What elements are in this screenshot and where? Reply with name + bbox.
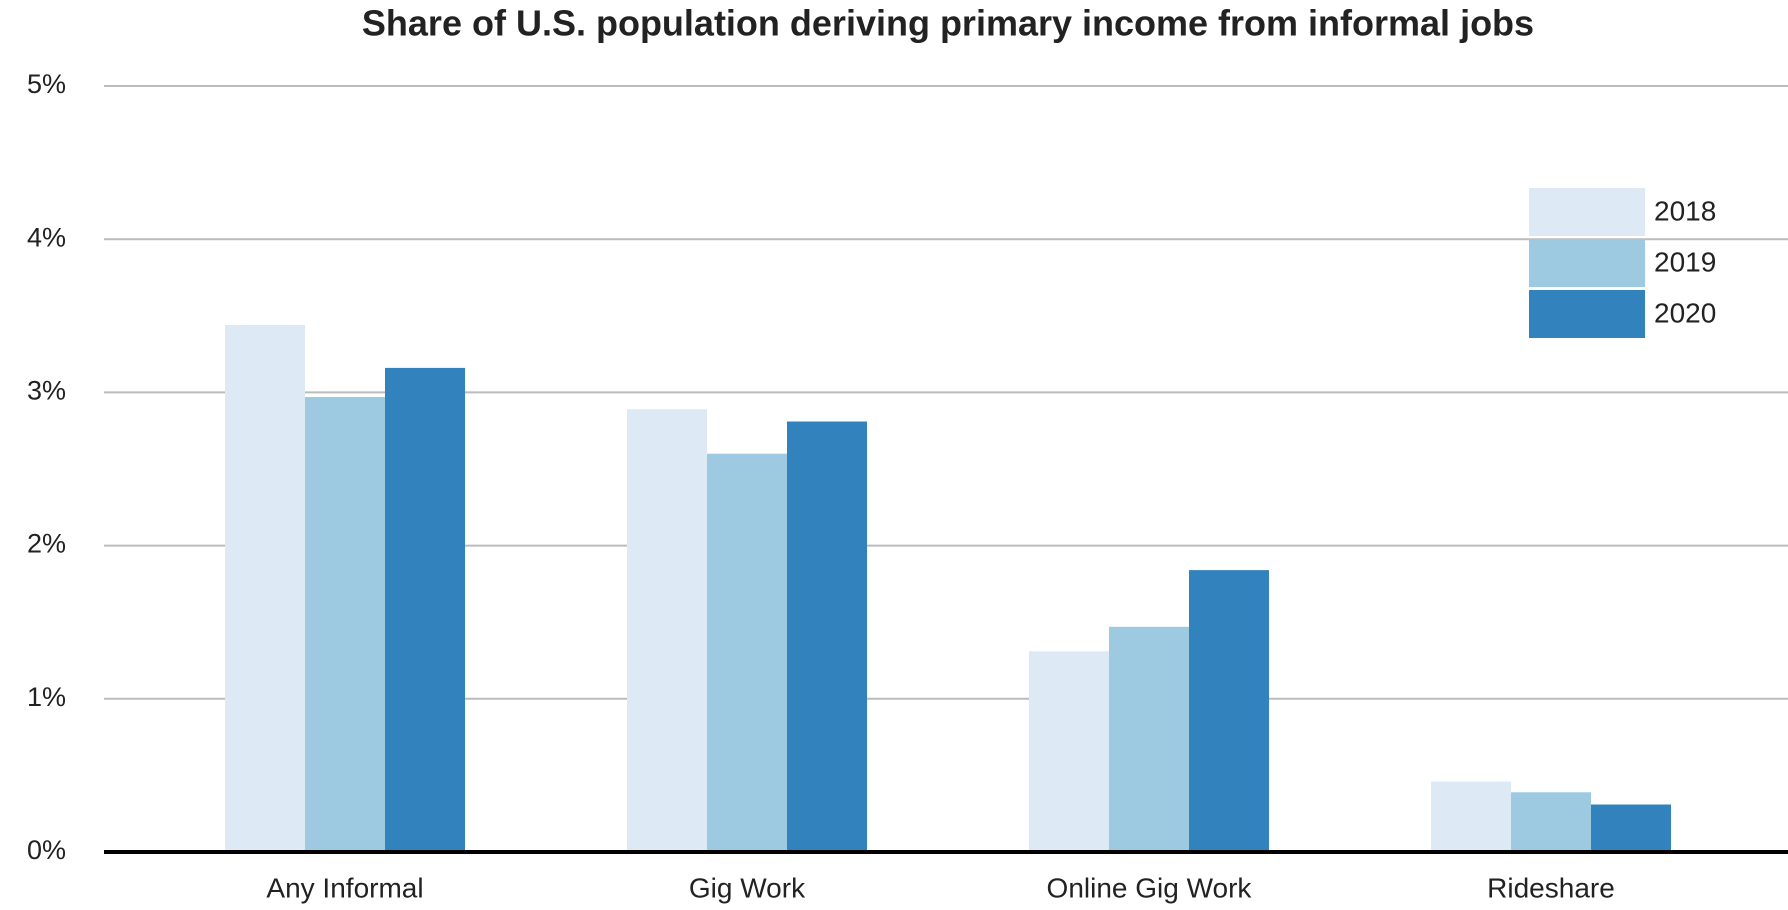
legend-label: 2020 xyxy=(1654,297,1716,328)
x-tick-label: Gig Work xyxy=(689,872,806,903)
legend-swatch xyxy=(1529,239,1645,287)
x-tick-label: Rideshare xyxy=(1487,872,1615,903)
bar xyxy=(1591,804,1671,852)
bar xyxy=(1029,651,1109,852)
chart-title: Share of U.S. population deriving primar… xyxy=(362,3,1534,44)
bar xyxy=(787,421,867,852)
y-tick-label: 4% xyxy=(27,222,66,252)
bar xyxy=(305,396,385,852)
bar xyxy=(707,453,787,852)
legend-swatch xyxy=(1529,290,1645,338)
bar xyxy=(1189,570,1269,852)
bar xyxy=(385,367,465,852)
bar xyxy=(1431,781,1511,852)
bar xyxy=(627,409,707,852)
legend-label: 2019 xyxy=(1654,246,1716,277)
bar xyxy=(225,324,305,852)
bar xyxy=(1511,792,1591,852)
bar xyxy=(1109,626,1189,852)
legend-swatch xyxy=(1529,188,1645,236)
x-tick-label: Any Informal xyxy=(266,872,423,903)
y-tick-label: 5% xyxy=(27,69,66,99)
x-tick-label: Online Gig Work xyxy=(1047,872,1253,903)
legend-label: 2018 xyxy=(1654,195,1716,226)
y-tick-label: 2% xyxy=(27,529,66,559)
y-tick-label: 0% xyxy=(27,835,66,865)
y-tick-label: 3% xyxy=(27,376,66,406)
y-tick-label: 1% xyxy=(27,682,66,712)
